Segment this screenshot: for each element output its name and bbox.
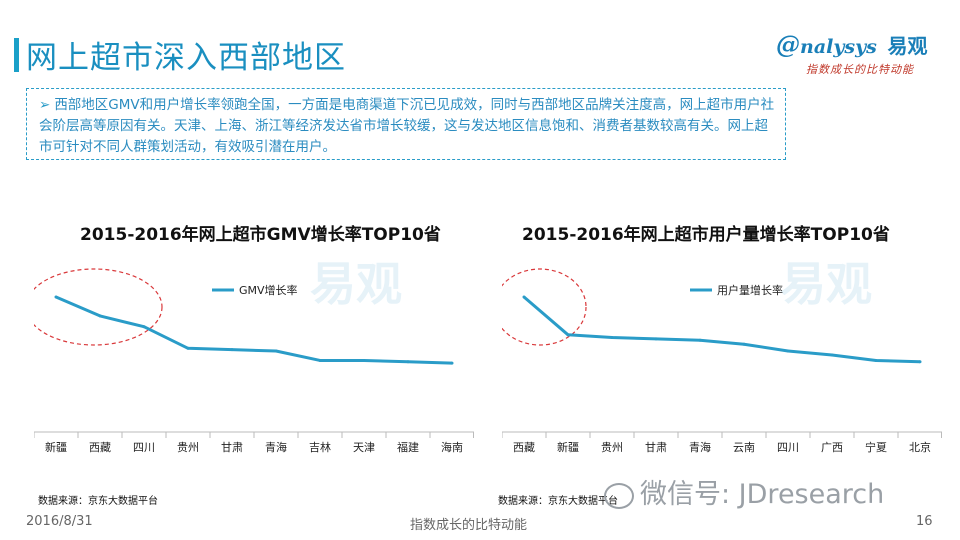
footer-date: 2016/8/31: [26, 514, 93, 529]
x-tick-label: 天津: [353, 441, 375, 454]
x-tick-label: 吉林: [309, 440, 331, 454]
data-point: [918, 360, 922, 364]
summary-text: 西部地区GMV和用户增长率领跑全国，一方面是电商渠道下沉已见成效，同时与西部地区…: [39, 97, 775, 155]
x-tick-label: 青海: [265, 440, 287, 454]
data-point: [610, 336, 614, 339]
data-point: [786, 349, 790, 353]
x-tick-label: 青海: [689, 440, 711, 454]
x-tick-label: 四川: [133, 441, 155, 454]
data-point: [742, 342, 746, 346]
x-tick-label: 贵州: [177, 441, 199, 454]
title-accent-bar: [14, 38, 19, 72]
data-point: [874, 358, 878, 362]
legend-label: GMV增长率: [239, 283, 298, 297]
footer-page-number: 16: [916, 514, 933, 529]
data-point: [654, 337, 658, 341]
x-tick-label: 贵州: [601, 441, 623, 454]
x-tick-label: 广西: [821, 441, 843, 454]
source-note-users: 数据来源：京东大数据平台: [498, 496, 618, 507]
highlight-circle: [502, 268, 587, 346]
data-point: [698, 338, 702, 342]
x-tick-label: 新疆: [45, 440, 67, 454]
series-line: [523, 295, 921, 364]
x-tick-label: 甘肃: [221, 441, 243, 454]
page-title: 网上超市深入西部地区: [26, 40, 346, 76]
data-point: [274, 349, 278, 353]
x-tick-label: 北京: [909, 440, 931, 454]
chart-title-users: 2015-2016年网上超市用户量增长率TOP10省: [522, 225, 890, 245]
highlight-circle: [34, 268, 163, 346]
logo-brand: @nalysys: [776, 30, 877, 59]
bullet-arrow-icon: ➢: [39, 97, 51, 113]
summary-box: ➢ 西部地区GMV和用户增长率领跑全国，一方面是电商渠道下沉已见成效，同时与西部地…: [26, 88, 786, 160]
x-tick-label: 宁夏: [865, 440, 887, 454]
x-tick-label: 甘肃: [645, 441, 667, 454]
footer-slogan: 指数成长的比特动能: [410, 518, 528, 533]
data-point: [186, 346, 190, 350]
analysys-logo: @nalysys 易观 指数成长的比特动能: [776, 30, 946, 82]
data-point: [142, 325, 146, 329]
data-point: [522, 295, 526, 299]
data-point: [830, 353, 834, 357]
x-tick-label: 西藏: [89, 441, 111, 454]
wechat-watermark: 微信号: JDresearch: [604, 472, 884, 511]
logo-tagline: 指数成长的比特动能: [806, 63, 914, 76]
wechat-icon: [604, 482, 634, 509]
data-point: [406, 360, 410, 364]
x-tick-label: 西藏: [513, 441, 535, 454]
data-point: [450, 361, 454, 365]
data-point: [98, 314, 102, 318]
x-tick-label: 四川: [777, 441, 799, 454]
x-tick-label: 福建: [397, 440, 419, 454]
x-tick-label: 海南: [441, 440, 463, 454]
source-note-gmv: 数据来源：京东大数据平台: [38, 496, 158, 507]
chart-title-gmv: 2015-2016年网上超市GMV增长率TOP10省: [80, 225, 441, 245]
chart-gmv: 新疆 西藏 四川 贵州 甘肃 青海 吉林 天津 福建 海南 GMV增长率: [34, 268, 474, 454]
wechat-id: 微信号: JDresearch: [640, 479, 885, 510]
series-line: [55, 295, 453, 365]
legend-label: 用户量增长率: [717, 283, 783, 297]
data-point: [230, 348, 234, 352]
data-point: [566, 333, 570, 337]
x-tick-label: 新疆: [557, 440, 579, 454]
x-tick-label: 云南: [733, 441, 755, 454]
data-point: [362, 358, 366, 362]
data-point: [318, 358, 322, 362]
data-point: [54, 295, 58, 299]
logo-cn: 易观: [887, 34, 928, 58]
chart-users: 西藏 新疆 贵州 甘肃 青海 云南 四川 广西 宁夏 北京 用户量增长率: [502, 268, 942, 454]
